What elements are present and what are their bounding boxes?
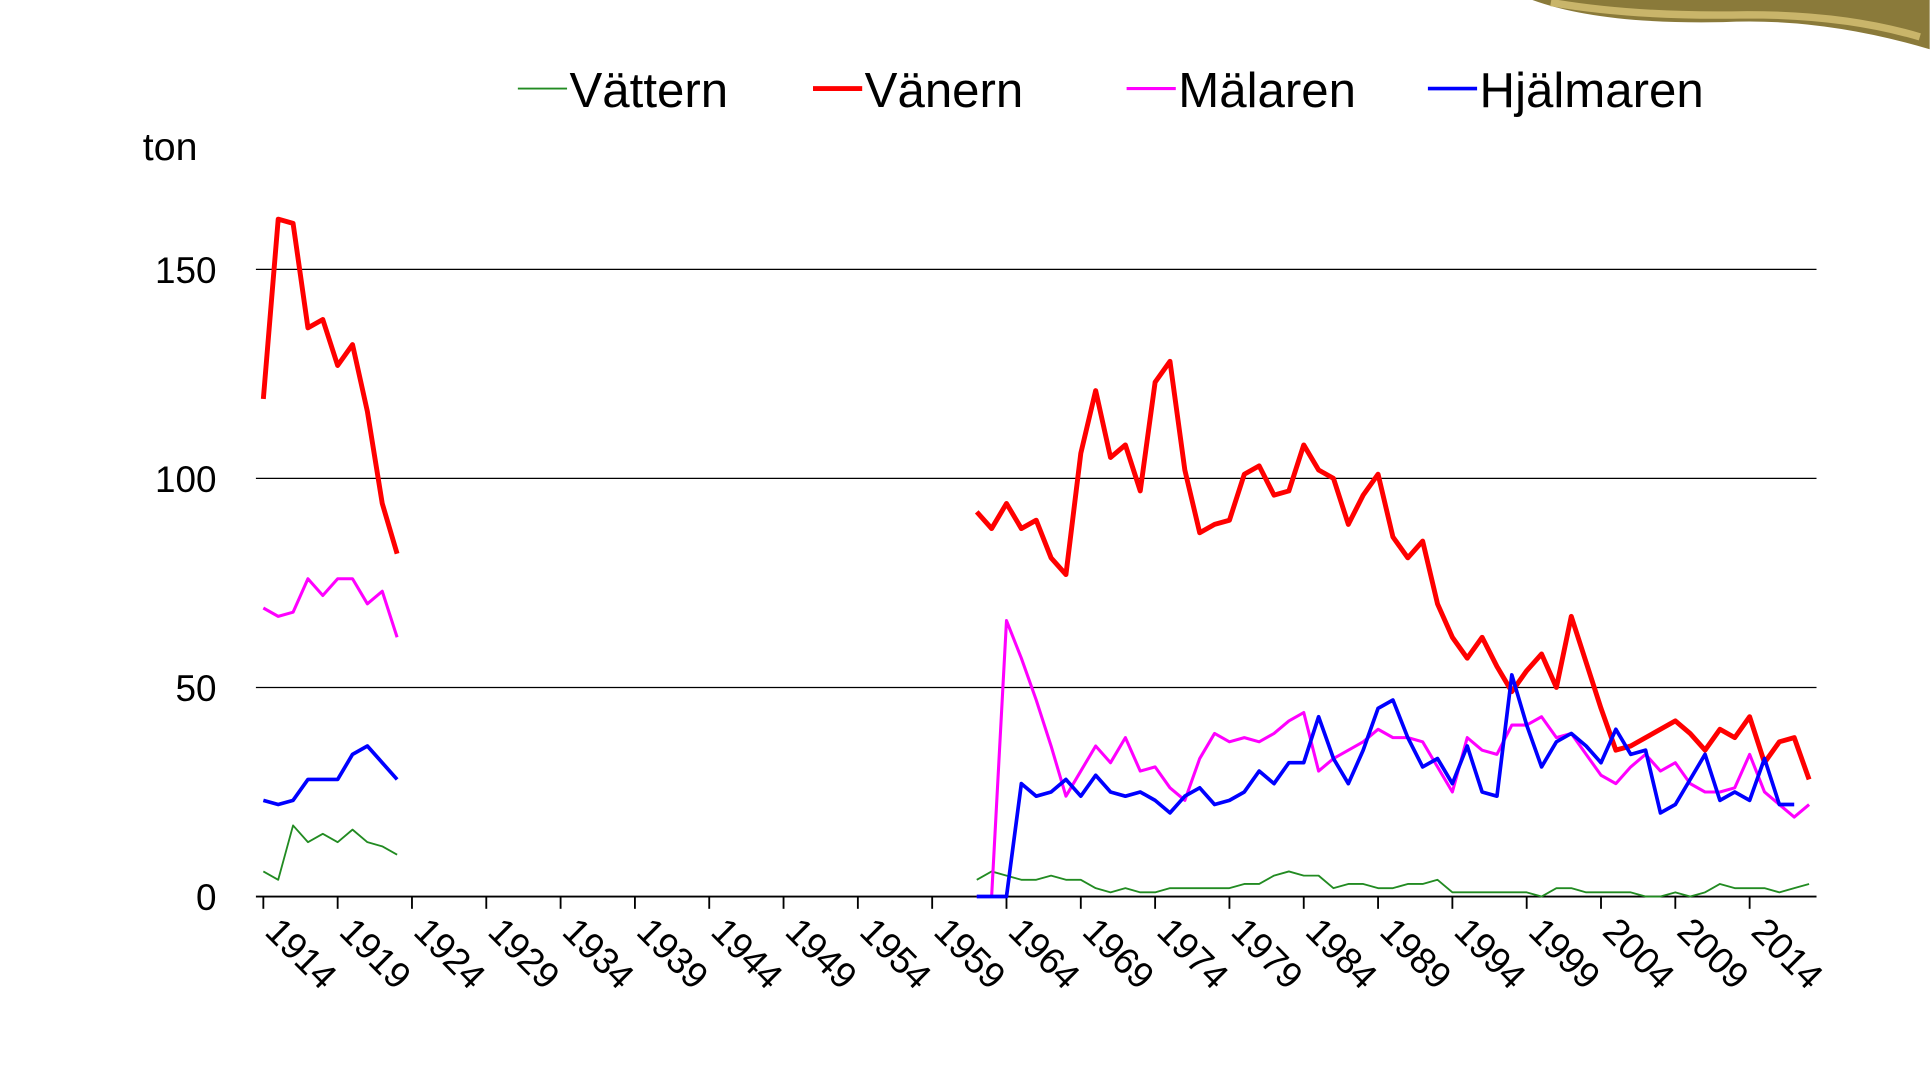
y-tick-label: 100 (155, 459, 217, 500)
series-line (260, 216, 1812, 781)
y-tick-label: 0 (196, 877, 217, 918)
series-line (262, 577, 1811, 899)
y-axis-label: ton (143, 125, 198, 169)
y-tick-label: 50 (176, 668, 217, 709)
legend-label: Vättern (570, 63, 729, 118)
y-tick-label: 150 (155, 250, 217, 291)
legend-label: Vänern (865, 63, 1024, 118)
fish-decoration (1550, 0, 1921, 41)
legend-label: Mälaren (1178, 63, 1356, 118)
series-line (262, 673, 1795, 899)
series-line (262, 824, 1810, 898)
legend-label: Hjälmaren (1480, 63, 1704, 118)
